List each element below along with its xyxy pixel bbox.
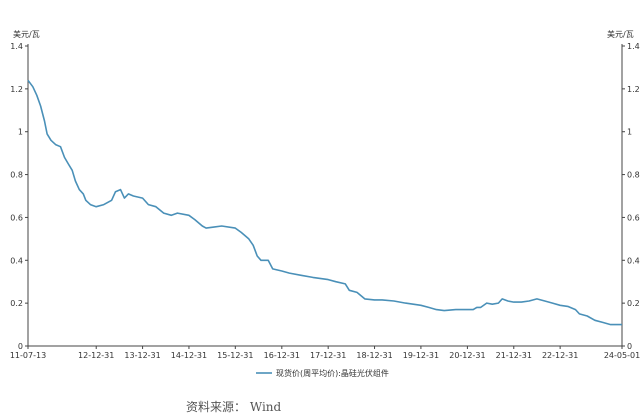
x-tick-label: 15-12-31 <box>217 351 253 360</box>
y-axis-ticks: 0 0 0.2 0.2 0.4 0.4 0.6 0.6 0.8 0.8 1 1 1.2 1.2 1.4 1.4 <box>10 42 639 351</box>
x-axis-ticks: 11-07-13 12-12-31 13-12-31 14-12-31 15-12-31… <box>10 346 640 360</box>
x-tick-label: 13-12-31 <box>124 351 160 360</box>
y-tick-label-right: 1.2 <box>627 85 640 94</box>
y-axis-unit-left: 美元/瓦 <box>13 29 40 39</box>
x-tick-label: 12-12-31 <box>78 351 114 360</box>
y-tick-label-right: 0 <box>627 342 632 351</box>
y-tick-label-left: 0.6 <box>10 213 23 222</box>
x-tick-label: 21-12-31 <box>496 351 532 360</box>
x-tick-label: 17-12-31 <box>310 351 346 360</box>
chart-legend: 现货价(周平均价):晶硅光伏组件 <box>256 368 389 378</box>
chart-series <box>27 79 622 326</box>
x-tick-label: 11-07-13 <box>10 351 46 360</box>
y-tick-label-right: 0.8 <box>627 171 640 180</box>
y-tick-label-left: 0.4 <box>10 256 23 265</box>
y-tick-label-right: 0.2 <box>627 299 640 308</box>
y-tick-label-right: 1.4 <box>627 42 640 51</box>
x-tick-label: 16-12-31 <box>264 351 300 360</box>
legend-label: 现货价(周平均价):晶硅光伏组件 <box>276 368 389 378</box>
x-tick-label: 14-12-31 <box>171 351 207 360</box>
y-tick-label-left: 1.2 <box>10 85 23 94</box>
y-tick-label-right: 1 <box>627 128 632 137</box>
y-tick-label-right: 0.4 <box>627 256 640 265</box>
y-tick-label-left: 0 <box>18 342 23 351</box>
x-tick-label: 20-12-31 <box>449 351 485 360</box>
y-tick-label-right: 0.6 <box>627 213 640 222</box>
series-line-0 <box>27 79 622 326</box>
x-tick-label: 24-05-01 <box>604 351 640 360</box>
x-tick-label: 22-12-31 <box>542 351 578 360</box>
y-tick-label-left: 1 <box>18 128 23 137</box>
x-tick-label: 18-12-31 <box>356 351 392 360</box>
x-tick-label: 19-12-31 <box>403 351 439 360</box>
chart-axes <box>27 44 623 347</box>
y-axis-unit-right: 美元/瓦 <box>607 29 634 39</box>
y-tick-label-left: 1.4 <box>10 42 23 51</box>
y-tick-label-left: 0.8 <box>10 171 23 180</box>
source-note: 资料来源： Wind <box>186 400 282 414</box>
y-tick-label-left: 0.2 <box>10 299 23 308</box>
